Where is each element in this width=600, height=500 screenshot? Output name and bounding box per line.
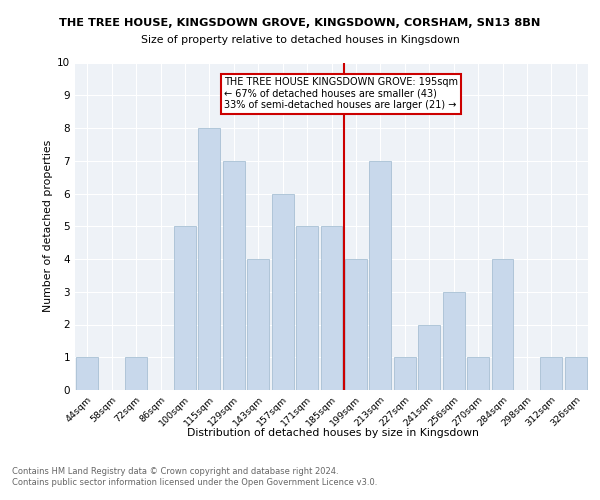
Y-axis label: Number of detached properties: Number of detached properties [43, 140, 53, 312]
Bar [418, 324, 440, 390]
Bar [320, 226, 343, 390]
Bar [370, 161, 391, 390]
Bar [541, 357, 562, 390]
Bar [296, 226, 318, 390]
Bar [467, 357, 489, 390]
Text: Distribution of detached houses by size in Kingsdown: Distribution of detached houses by size … [187, 428, 479, 438]
Text: Contains HM Land Registry data © Crown copyright and database right 2024.
Contai: Contains HM Land Registry data © Crown c… [12, 468, 377, 487]
Bar [565, 357, 587, 390]
Bar [76, 357, 98, 390]
Text: THE TREE HOUSE KINGSDOWN GROVE: 195sqm
← 67% of detached houses are smaller (43): THE TREE HOUSE KINGSDOWN GROVE: 195sqm ←… [224, 77, 458, 110]
Bar [272, 194, 293, 390]
Text: THE TREE HOUSE, KINGSDOWN GROVE, KINGSDOWN, CORSHAM, SN13 8BN: THE TREE HOUSE, KINGSDOWN GROVE, KINGSDO… [59, 18, 541, 28]
Bar [394, 357, 416, 390]
Bar [223, 161, 245, 390]
Bar [125, 357, 147, 390]
Bar [247, 259, 269, 390]
Bar [443, 292, 464, 390]
Bar [199, 128, 220, 390]
Text: Size of property relative to detached houses in Kingsdown: Size of property relative to detached ho… [140, 35, 460, 45]
Bar [345, 259, 367, 390]
Bar [174, 226, 196, 390]
Bar [491, 259, 514, 390]
